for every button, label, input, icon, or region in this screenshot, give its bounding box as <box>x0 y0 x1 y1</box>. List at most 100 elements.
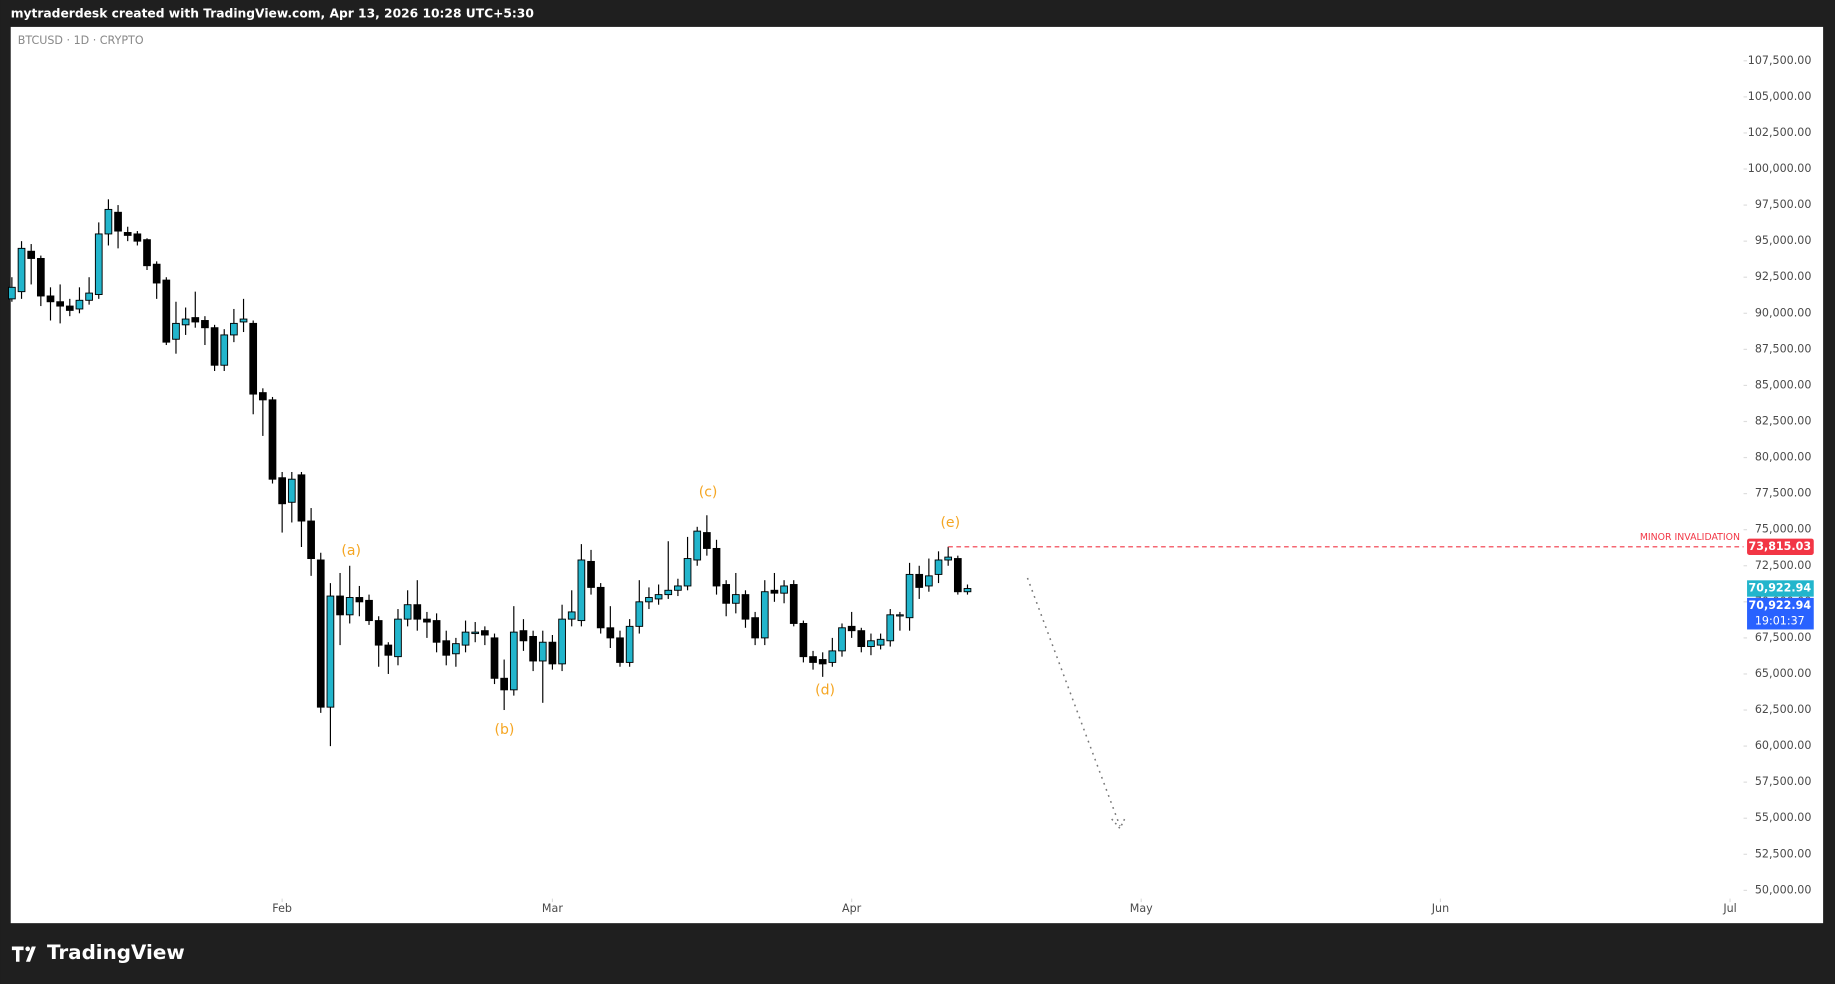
y-tick-label: 72,500.00 <box>1755 559 1812 572</box>
candle-body <box>587 560 595 588</box>
last-price-label: 70,922.94 <box>1749 582 1812 595</box>
candle-body <box>683 558 692 587</box>
countdown-tag <box>1747 597 1814 630</box>
candle-body <box>316 559 325 708</box>
candle-body <box>481 630 489 636</box>
candle-body <box>442 640 451 656</box>
header-text: mytraderdesk created with TradingView.co… <box>11 7 534 21</box>
wave-label: (a) <box>341 543 361 559</box>
y-tick-label: 80,000.00 <box>1755 451 1812 464</box>
candle-body <box>123 232 132 236</box>
x-tick-label: Mar <box>542 902 563 915</box>
y-tick-label: 102,500.00 <box>1748 126 1812 139</box>
candle-body <box>770 589 779 594</box>
candle-body <box>220 334 229 366</box>
y-tick-label: 52,500.00 <box>1755 847 1812 860</box>
wave-label: (d) <box>815 682 835 698</box>
candle-body <box>509 631 518 691</box>
y-tick-label: 50,000.00 <box>1755 883 1812 896</box>
y-tick-label: 90,000.00 <box>1755 306 1812 319</box>
candle-body <box>36 257 45 297</box>
candle-body <box>114 211 122 232</box>
y-tick-label: 60,000.00 <box>1755 739 1812 752</box>
candle-body <box>905 573 914 619</box>
candle-body <box>384 644 393 656</box>
wave-label: (e) <box>940 515 960 531</box>
candle-body <box>847 625 856 632</box>
candle-body <box>780 585 788 594</box>
candle-body <box>394 618 402 658</box>
candle-body <box>423 618 431 623</box>
candle-body <box>567 611 576 620</box>
projection-arrowhead <box>1111 816 1127 830</box>
candle-body <box>953 558 962 593</box>
candle-body <box>703 532 711 549</box>
candle-body <box>85 292 93 301</box>
candle-body <box>27 250 36 259</box>
x-tick-label: Jun <box>1431 902 1449 915</box>
candle-body <box>278 477 286 505</box>
candle-body <box>712 547 721 587</box>
candle-body <box>287 478 296 503</box>
candle-body <box>886 614 895 642</box>
y-tick-label: 75,000.00 <box>1755 523 1812 536</box>
last-price-label: 70,922.94 <box>1749 599 1812 612</box>
candle-body <box>809 656 817 663</box>
candle-body <box>596 586 605 629</box>
countdown-label: 19:01:37 <box>1755 614 1805 627</box>
candle-body <box>934 559 943 575</box>
candle-body <box>172 322 180 340</box>
y-tick-label: 62,500.00 <box>1755 703 1812 716</box>
wave-label: (b) <box>495 722 515 738</box>
y-tick-label: 95,000.00 <box>1755 234 1812 247</box>
candle-body <box>143 239 151 267</box>
candle-body <box>693 530 702 561</box>
candle-body <box>191 317 200 323</box>
candle-body <box>751 617 759 639</box>
candle-body <box>432 620 441 643</box>
candle-body <box>452 643 460 655</box>
candle-body <box>336 595 344 616</box>
plot: 50,000.00 52,500.00 55,000.00 57,500.00 60,0… <box>8 54 1814 915</box>
candle-body <box>326 595 335 708</box>
candle-body <box>75 299 84 310</box>
x-tick-label: Jul <box>1722 902 1736 915</box>
candle-body <box>268 399 277 480</box>
candle-body <box>471 631 480 635</box>
candle-body <box>239 318 248 323</box>
candle-body <box>896 614 904 617</box>
candle-body <box>490 637 499 679</box>
candle-body <box>104 208 113 235</box>
candle-body <box>230 322 238 336</box>
candle-body <box>915 573 924 588</box>
candle-body <box>461 631 470 646</box>
candle-body <box>838 627 846 652</box>
y-tick-label: 107,500.00 <box>1748 54 1812 67</box>
candle-body <box>529 635 537 662</box>
candle-body <box>307 520 315 560</box>
candle-body <box>46 295 55 303</box>
candle-body <box>944 556 953 561</box>
invalidation-tag-label: 73,815.03 <box>1749 540 1812 553</box>
brand-name: TradingView <box>47 941 185 964</box>
y-tick-label: 67,500.00 <box>1755 631 1812 644</box>
x-tick-label: Apr <box>842 902 862 915</box>
candle-body <box>963 588 972 593</box>
last-price-tag <box>1747 580 1814 597</box>
candle-body <box>818 659 827 665</box>
invalidation-tag <box>1747 538 1814 555</box>
y-tick-label: 92,500.00 <box>1755 270 1812 283</box>
symbol-title: BTCUSD · 1D · CRYPTO <box>18 34 144 47</box>
candle-body <box>760 591 769 639</box>
invalidation-label: MINOR INVALIDATION <box>1640 532 1740 543</box>
brand-logo <box>11 946 36 962</box>
logo-mark <box>11 946 36 962</box>
candle-body <box>297 474 306 522</box>
candle-body <box>94 233 103 295</box>
candle-body <box>413 604 422 620</box>
candle-body <box>345 597 354 616</box>
y-tick-label: 77,500.00 <box>1755 487 1812 500</box>
candle-body <box>152 263 161 284</box>
x-tick-label: Feb <box>272 902 292 915</box>
